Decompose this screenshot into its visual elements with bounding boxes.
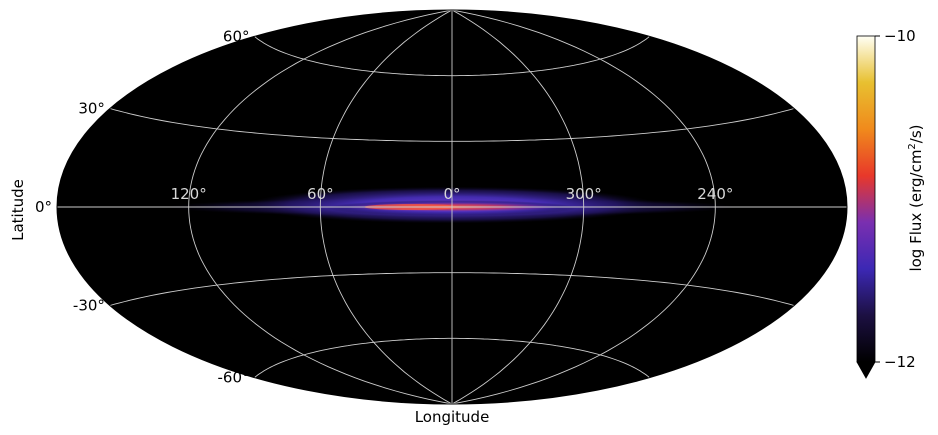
colorbar-label: log Flux (erg/cm2/s): [907, 124, 925, 271]
map-area: [57, 10, 847, 404]
colorbar-tick-label-max: −10: [884, 27, 916, 45]
colorbar-bar: [856, 35, 876, 363]
longitude-tick-label: 0°: [443, 185, 460, 203]
latitude-tick-label: -30°: [73, 297, 105, 315]
latitude-tick-label: 0°: [35, 198, 52, 216]
graticule: [57, 10, 847, 404]
longitude-tick-label: 120°: [171, 185, 207, 203]
latitude-tick-labels: 60° 30° 0° -30° -60°: [35, 27, 250, 386]
longitude-tick-label: 240°: [697, 185, 733, 203]
colorbar-label-main: log Flux (erg/cm: [907, 150, 925, 272]
colorbar-extend-min-triangle: [856, 361, 876, 379]
longitude-tick-label: 60°: [307, 185, 334, 203]
longitude-gridline: [319, 10, 453, 404]
latitude-tick-label: -60°: [218, 369, 250, 387]
latitude-tick-label: 60°: [223, 27, 250, 45]
longitude-gridline: [451, 10, 716, 404]
colorbar: −10 −12 log Flux (erg/cm2/s): [856, 27, 925, 379]
colorbar-label-sup: 2: [907, 143, 918, 149]
y-axis-label: Latitude: [9, 179, 27, 241]
x-axis-label: Longitude: [415, 408, 490, 426]
longitude-gridline: [451, 10, 585, 404]
colorbar-tick-label-min: −12: [884, 353, 916, 371]
map-border: [56, 9, 848, 405]
longitude-tick-labels: 120° 60° 0° 300° 240°: [171, 185, 734, 203]
latitude-tick-label: 30°: [78, 100, 105, 118]
longitude-tick-label: 300°: [566, 185, 602, 203]
longitude-gridline: [188, 10, 453, 404]
colorbar-label-tail: /s): [907, 124, 925, 143]
